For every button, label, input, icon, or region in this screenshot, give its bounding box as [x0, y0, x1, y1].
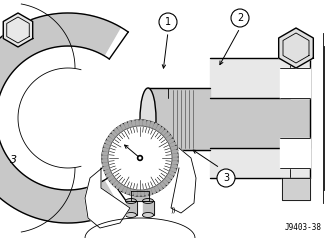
Polygon shape [102, 156, 108, 158]
Polygon shape [132, 120, 135, 127]
Polygon shape [108, 175, 114, 180]
Polygon shape [148, 88, 210, 150]
Polygon shape [111, 178, 116, 183]
Polygon shape [280, 138, 310, 168]
Polygon shape [210, 58, 310, 178]
Ellipse shape [140, 88, 156, 150]
Polygon shape [145, 189, 148, 196]
Polygon shape [143, 120, 146, 126]
Polygon shape [104, 144, 110, 148]
Polygon shape [152, 187, 156, 193]
Polygon shape [123, 187, 127, 193]
Polygon shape [157, 184, 162, 190]
Text: )): )) [170, 207, 175, 213]
Ellipse shape [142, 213, 154, 218]
Polygon shape [119, 185, 124, 191]
Polygon shape [172, 154, 178, 156]
Ellipse shape [142, 198, 154, 203]
Polygon shape [109, 134, 115, 139]
Ellipse shape [126, 213, 137, 218]
Polygon shape [134, 190, 137, 196]
Ellipse shape [126, 198, 137, 203]
Polygon shape [106, 173, 112, 177]
Polygon shape [169, 171, 175, 175]
Polygon shape [114, 129, 120, 134]
Polygon shape [103, 166, 110, 170]
Text: 1: 1 [165, 17, 171, 27]
Polygon shape [168, 139, 174, 144]
Polygon shape [210, 98, 310, 148]
Polygon shape [102, 152, 108, 155]
Polygon shape [153, 123, 157, 129]
Polygon shape [126, 201, 137, 215]
Polygon shape [3, 13, 33, 47]
Polygon shape [102, 163, 109, 166]
Circle shape [102, 120, 178, 196]
Polygon shape [116, 183, 121, 189]
Polygon shape [107, 137, 113, 142]
Circle shape [138, 155, 142, 160]
Polygon shape [164, 133, 170, 138]
Polygon shape [165, 177, 171, 182]
Polygon shape [171, 148, 196, 213]
Polygon shape [140, 120, 142, 126]
Polygon shape [0, 13, 121, 223]
Polygon shape [172, 158, 178, 160]
Text: J9403-38: J9403-38 [285, 223, 322, 232]
Circle shape [159, 13, 177, 31]
Polygon shape [105, 169, 111, 174]
Polygon shape [147, 121, 150, 127]
Polygon shape [128, 121, 132, 128]
Polygon shape [118, 126, 123, 132]
Polygon shape [112, 131, 117, 137]
Polygon shape [169, 143, 175, 147]
Polygon shape [125, 123, 128, 129]
Polygon shape [159, 127, 164, 133]
Polygon shape [143, 201, 154, 215]
Polygon shape [113, 181, 119, 186]
Polygon shape [105, 141, 111, 145]
Text: 2: 2 [237, 13, 243, 23]
Polygon shape [163, 179, 168, 185]
Polygon shape [170, 168, 176, 172]
Text: 3: 3 [10, 155, 18, 165]
Polygon shape [131, 191, 149, 201]
Polygon shape [279, 28, 313, 68]
Polygon shape [156, 125, 161, 131]
Circle shape [217, 169, 235, 187]
Polygon shape [138, 190, 140, 196]
Circle shape [139, 157, 141, 159]
Polygon shape [136, 120, 138, 126]
Polygon shape [121, 124, 126, 130]
Polygon shape [130, 189, 133, 195]
Text: 3: 3 [223, 173, 229, 183]
Polygon shape [167, 174, 173, 179]
Polygon shape [150, 122, 154, 128]
Polygon shape [161, 130, 167, 135]
Polygon shape [160, 182, 165, 188]
Circle shape [108, 126, 172, 190]
Polygon shape [280, 68, 310, 98]
Polygon shape [171, 150, 178, 153]
Polygon shape [282, 178, 310, 200]
Polygon shape [148, 188, 152, 195]
Polygon shape [126, 188, 130, 194]
Polygon shape [155, 186, 159, 192]
Polygon shape [85, 168, 130, 228]
Polygon shape [171, 161, 178, 164]
Polygon shape [166, 136, 172, 141]
Polygon shape [170, 146, 177, 150]
Polygon shape [171, 165, 177, 168]
Circle shape [231, 9, 249, 27]
Polygon shape [103, 148, 109, 151]
Polygon shape [142, 190, 144, 196]
Polygon shape [102, 160, 108, 162]
